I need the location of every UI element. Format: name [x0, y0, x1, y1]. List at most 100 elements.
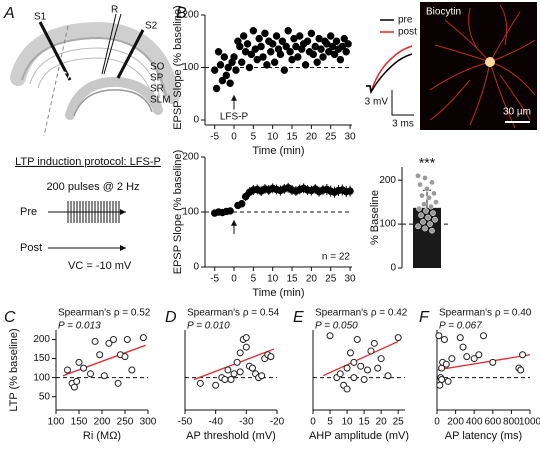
legend-label: post — [398, 27, 417, 38]
data-point — [87, 370, 94, 378]
data-point — [346, 349, 354, 357]
data-point — [343, 385, 351, 393]
x-tick-label: 150 — [71, 417, 88, 428]
data-point — [263, 61, 271, 69]
protocol-clamp: VC = -10 mV — [68, 260, 132, 272]
data-point — [415, 172, 421, 179]
data-point — [218, 76, 227, 85]
data-point — [384, 372, 392, 380]
arrow-head — [231, 219, 238, 226]
data-point — [64, 366, 71, 374]
data-point — [307, 29, 316, 38]
data-point — [243, 40, 252, 48]
diagram-label: DG — [100, 101, 115, 112]
data-point — [330, 50, 339, 59]
data-point — [517, 366, 525, 374]
y-axis-label: EPSP Slope (% baseline) — [172, 5, 184, 130]
protocol-pre: Pre — [20, 206, 37, 218]
x-tick-label: 15 — [286, 132, 298, 143]
data-point — [430, 210, 436, 216]
p-text: P = 0.067 — [439, 321, 482, 332]
x-tick-label: 250 — [117, 417, 134, 428]
x-tick-label: -50 — [178, 417, 193, 428]
y-tick-label: 200 — [182, 10, 199, 21]
data-point — [245, 63, 254, 72]
x-tick-label: -20 — [270, 417, 285, 428]
x-tick-label: -5 — [210, 274, 219, 285]
data-point — [374, 364, 382, 372]
data-point — [309, 50, 318, 59]
significance: *** — [419, 155, 436, 171]
data-point — [438, 376, 446, 384]
data-point — [239, 32, 248, 40]
protocol-illustration — [48, 201, 126, 251]
y-tick-label: 100 — [379, 219, 396, 230]
data-point — [226, 207, 234, 215]
data-point — [238, 200, 246, 208]
diagram-label: SR — [150, 84, 164, 95]
panel-label: F — [419, 309, 430, 326]
x-tick-label: 800 — [503, 417, 520, 428]
data-point — [332, 37, 341, 45]
x-tick-label: 0 — [310, 417, 316, 428]
y-tick-label: 0 — [390, 263, 396, 274]
data-point — [276, 50, 285, 59]
fit-line — [62, 344, 146, 377]
x-axis-label: AHP amplitude (mV) — [309, 430, 409, 442]
data-point — [319, 53, 327, 61]
annotation: LFS-P — [220, 112, 249, 123]
data-point — [96, 351, 104, 359]
panel-label: C — [4, 309, 16, 326]
y-tick-label: 50 — [39, 391, 51, 402]
y-tick-label: 100 — [182, 207, 199, 218]
data-point — [233, 358, 241, 366]
x-tick-label: 10 — [267, 132, 279, 143]
data-point — [73, 377, 81, 385]
data-point — [428, 203, 434, 210]
data-point — [242, 334, 250, 342]
data-point — [417, 181, 423, 188]
data-point — [317, 45, 325, 53]
data-point — [418, 212, 424, 219]
protocol-post: Post — [20, 242, 42, 254]
data-point — [350, 374, 358, 382]
data-point — [278, 37, 287, 45]
data-point — [422, 225, 428, 232]
data-point — [357, 362, 365, 370]
x-tick-label: 5 — [251, 132, 257, 143]
data-point — [326, 332, 334, 340]
data-point — [139, 334, 147, 342]
data-point — [340, 34, 348, 43]
x-tick-label: 200 — [447, 417, 464, 428]
data-point — [259, 53, 267, 61]
data-point — [456, 334, 464, 342]
x-tick-label: 0 — [231, 132, 237, 143]
data-point — [221, 376, 229, 384]
data-point — [242, 343, 250, 351]
epsp-traces — [366, 45, 414, 116]
data-point — [346, 187, 354, 195]
protocol-train: 200 pulses @ 2 Hz — [46, 181, 139, 193]
stat-text: Spearman's ρ = 0.54 — [187, 308, 280, 319]
data-point — [267, 353, 275, 361]
data-point — [247, 50, 256, 59]
x-tick-label: -30 — [239, 417, 254, 428]
data-point — [268, 40, 277, 48]
data-point — [105, 339, 113, 347]
y-tick-label: 0 — [193, 115, 199, 126]
p-text: P = 0.050 — [315, 321, 358, 332]
data-point — [110, 336, 117, 344]
diagram-label: CA3 — [30, 95, 50, 106]
data-point — [80, 364, 88, 372]
data-point — [230, 53, 238, 61]
data-point — [367, 347, 375, 355]
data-point — [212, 84, 221, 93]
x-tick-label: 100 — [48, 417, 65, 428]
data-point — [436, 381, 444, 389]
fit-line — [193, 348, 275, 381]
data-point — [114, 379, 122, 387]
image-label: Biocytin — [426, 7, 461, 18]
panel-label: B — [176, 5, 187, 22]
x-tick-label: 600 — [484, 417, 501, 428]
